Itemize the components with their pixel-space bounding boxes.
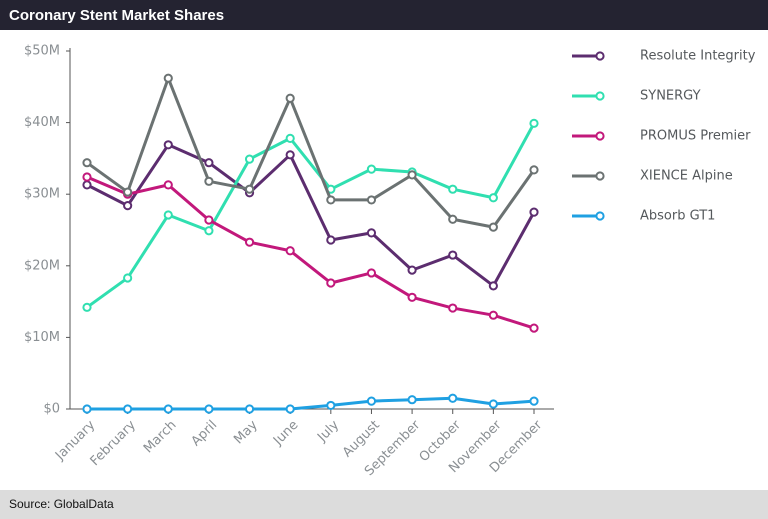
point [366,195,377,205]
point [82,302,92,312]
point [204,158,214,168]
point [123,187,133,197]
point [366,268,377,278]
y-tick-label: $10M [24,330,60,345]
legend-label: Absorb GT1 [640,209,715,224]
point [529,207,539,217]
point [448,214,458,224]
point [366,228,377,238]
series-line [86,143,536,288]
point [407,292,417,302]
x-tick-label: May [231,417,261,447]
point [204,215,214,225]
point [326,195,336,205]
point [407,170,417,180]
point [529,396,539,406]
point [244,154,255,164]
point [326,278,336,288]
point [448,303,458,313]
series-line [86,122,536,309]
point [448,393,458,403]
point [529,323,539,333]
x-tick-label: April [189,418,221,450]
point [285,133,295,143]
x-tick-label: February [88,417,140,469]
point [488,399,498,409]
point [204,176,214,186]
point [82,180,92,190]
point [488,222,498,232]
point [366,164,377,174]
point [488,193,498,203]
y-tick-label: $30M [24,187,60,202]
legend-marker [595,131,605,141]
legend-marker [595,171,605,181]
point [285,404,295,414]
point [448,250,458,260]
point [163,140,173,150]
point [82,158,92,168]
series-line [86,76,536,229]
x-tick-label: July [314,417,342,445]
point [407,265,417,275]
x-tick-label: June [270,418,301,449]
legend-marker [595,211,605,221]
legend-label: XIENCE Alpine [640,169,733,184]
point [244,237,255,247]
point [163,404,173,414]
y-tick-label: $40M [24,115,60,130]
legend-marker [595,51,605,61]
point [244,184,255,194]
point [163,210,173,220]
y-tick-label: $50M [24,44,60,59]
series-line [87,396,535,411]
series-line [86,175,535,330]
point [82,172,92,182]
point [529,165,539,175]
point [123,404,133,414]
footer-bar [0,490,768,519]
source-note: Source: GlobalData [9,497,114,511]
legend-label: Resolute Integrity [640,49,756,64]
point [163,73,173,83]
point [366,396,377,406]
point [488,281,498,291]
point [407,395,417,405]
y-tick-label: $0 [43,402,60,417]
point [163,180,173,190]
legend-label: PROMUS Premier [640,129,751,144]
point [123,273,133,283]
point [285,93,295,103]
legend-label: SYNERGY [640,89,701,104]
header-bar [0,0,768,30]
point [326,400,336,411]
point [204,404,214,414]
y-tick-label: $20M [24,258,60,273]
point [529,118,539,128]
point [488,310,498,320]
point [244,404,255,414]
point [82,404,92,414]
point [123,201,133,211]
point [285,246,295,256]
point [326,235,336,245]
chart-title: Coronary Stent Market Shares [9,7,224,24]
point [204,226,214,236]
point [448,184,458,194]
legend-marker [595,91,605,101]
point [285,150,295,160]
x-tick-label: March [141,418,180,457]
